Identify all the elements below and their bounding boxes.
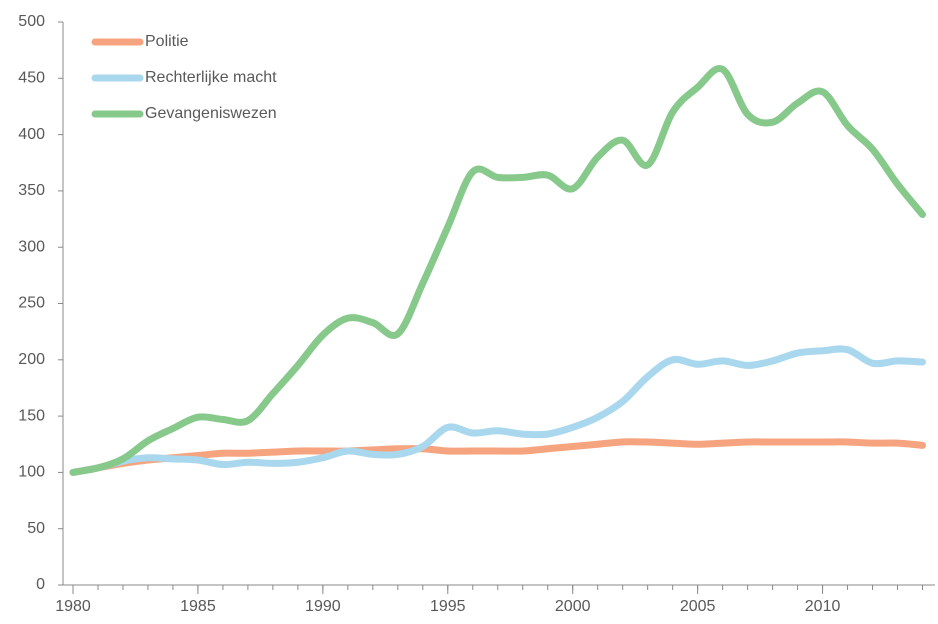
series-line — [69, 438, 927, 476]
y-tick-label: 200 — [18, 351, 45, 368]
legend-label: Gevangeniswezen — [145, 105, 277, 122]
y-tick-label: 350 — [18, 182, 45, 199]
y-tick-label: 100 — [18, 464, 45, 481]
y-tick-label: 400 — [18, 126, 45, 143]
y-tick-label: 150 — [18, 407, 45, 424]
x-tick-label: 1980 — [55, 598, 91, 615]
legend-label: Rechterlijke macht — [145, 69, 277, 86]
x-tick-label: 1990 — [305, 598, 341, 615]
y-tick-label: 0 — [36, 576, 45, 593]
y-tick-label: 500 — [18, 13, 45, 30]
x-tick-label: 2005 — [680, 598, 716, 615]
y-tick-label: 50 — [27, 520, 45, 537]
x-tick-label: 1985 — [180, 598, 216, 615]
series-line — [69, 65, 927, 476]
x-tick-label: 2010 — [805, 598, 841, 615]
y-tick-label: 300 — [18, 238, 45, 255]
y-tick-label: 450 — [18, 70, 45, 87]
series-line — [69, 345, 927, 476]
x-tick-label: 1995 — [430, 598, 466, 615]
y-tick-label: 250 — [18, 295, 45, 312]
legend-label: Politie — [145, 33, 189, 50]
x-tick-label: 2000 — [555, 598, 591, 615]
